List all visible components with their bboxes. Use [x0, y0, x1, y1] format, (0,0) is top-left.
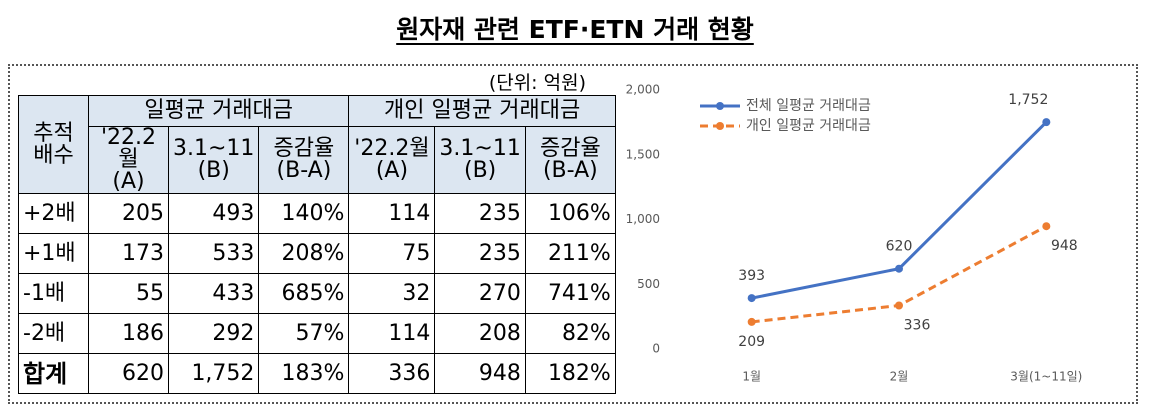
- data-label: 620: [886, 239, 913, 255]
- sum-row: 합계 620 1,752 183% 336 948 182%: [18, 353, 616, 394]
- legend-marker: [716, 122, 724, 130]
- data-label: 209: [738, 334, 765, 350]
- y-tick-label: 2,000: [626, 83, 660, 97]
- row-label: -2배: [18, 313, 89, 354]
- cell: 620: [88, 353, 169, 394]
- cell: 205: [88, 193, 169, 234]
- point: [747, 317, 756, 326]
- data-label: 393: [738, 268, 765, 284]
- data-label: 1,752: [1008, 92, 1048, 108]
- data-row: -2배 186 292 57% 114 208 82%: [18, 313, 616, 354]
- cell: 948: [434, 353, 526, 394]
- cell: 140%: [258, 193, 350, 234]
- chart: 0 500 1,000 1,500 2,000 1월 2월 3월(1~11일) 393 620 1,…: [626, 83, 1083, 384]
- data-label: 336: [904, 317, 931, 333]
- cell: 685%: [258, 273, 350, 314]
- cell: 208%: [258, 233, 350, 274]
- cell: 114: [348, 313, 436, 354]
- point: [1042, 222, 1051, 231]
- point: [895, 264, 903, 273]
- cell: 336: [348, 353, 436, 394]
- legend-label: 전체 일평균 거래대금: [746, 98, 871, 114]
- cell: 235: [434, 233, 526, 274]
- row-label: -1배: [18, 273, 89, 314]
- cell: 75: [348, 233, 436, 274]
- cell: 533: [167, 233, 260, 274]
- data-table: 추적 배수 일평균 거래대금 개인 일평균 거래대금 '22.2월 (A) 3.1~11…: [18, 95, 616, 394]
- data-row: +1배 173 533 208% 75 235 211%: [18, 233, 616, 274]
- header-row: 추적 배수 일평균 거래대금 개인 일평균 거래대금: [18, 95, 616, 194]
- cell: 55: [88, 273, 169, 314]
- row-label: +1배: [18, 233, 89, 274]
- point: [895, 301, 903, 310]
- cell: 57%: [258, 313, 350, 354]
- point: [1042, 118, 1051, 127]
- cell: 1,752: [167, 353, 260, 394]
- cell: 183%: [258, 353, 350, 394]
- data-label: 948: [1051, 238, 1078, 254]
- data-row: -1배 55 433 685% 32 270 741%: [18, 273, 616, 314]
- row-label: +2배: [18, 193, 89, 234]
- y-tick-label: 500: [637, 277, 660, 291]
- column-header: 증감율 (B-A): [258, 126, 350, 194]
- point: [747, 294, 756, 303]
- column-header: 3.1~11 (B): [434, 126, 526, 194]
- y-tick-label: 1,000: [626, 212, 660, 226]
- cell: 82%: [524, 313, 616, 354]
- group-header: 개인 일평균 거래대금: [348, 95, 616, 127]
- y-tick-label: 0: [652, 342, 660, 356]
- data-row: +2배 205 493 140% 114 235 106%: [18, 193, 616, 234]
- cell: 741%: [524, 273, 616, 314]
- unit-label: (단위: 억원): [488, 72, 586, 94]
- cell: 182%: [524, 353, 616, 394]
- page-title: 원자재 관련 ETF·ETN 거래 현황: [396, 15, 754, 44]
- cell: 211%: [524, 233, 616, 274]
- cell: 114: [348, 193, 436, 234]
- group-header: 일평균 거래대금: [87, 95, 350, 127]
- x-tick-label: 1월: [742, 370, 761, 384]
- frame: [8, 64, 1138, 404]
- cell: 32: [348, 273, 436, 314]
- cell: 235: [434, 193, 526, 234]
- column-header: 3.1~11 (B): [167, 126, 260, 194]
- row-label: 합계: [18, 353, 89, 394]
- column-header: '22.2월 (A): [88, 126, 169, 194]
- cell: 433: [167, 273, 260, 314]
- cell: 270: [434, 273, 526, 314]
- cell: 493: [167, 193, 260, 234]
- cell: 292: [167, 313, 260, 354]
- header-row: '22.2월 (A) 3.1~11 (B) 증감율 (B-A) '22.2월 (A) 3…: [19, 126, 616, 194]
- x-tick-label: 3월(1~11일): [1010, 370, 1082, 384]
- y-tick-label: 1,500: [626, 147, 660, 161]
- corner-header: 추적 배수: [18, 95, 89, 194]
- legend-marker: [716, 102, 724, 110]
- x-tick-label: 2월: [890, 370, 909, 384]
- cell: 208: [434, 313, 526, 354]
- column-header: '22.2월 (A): [348, 126, 436, 194]
- legend-label: 개인 일평균 거래대금: [746, 118, 871, 134]
- cell: 186: [88, 313, 169, 354]
- cell: 173: [88, 233, 169, 274]
